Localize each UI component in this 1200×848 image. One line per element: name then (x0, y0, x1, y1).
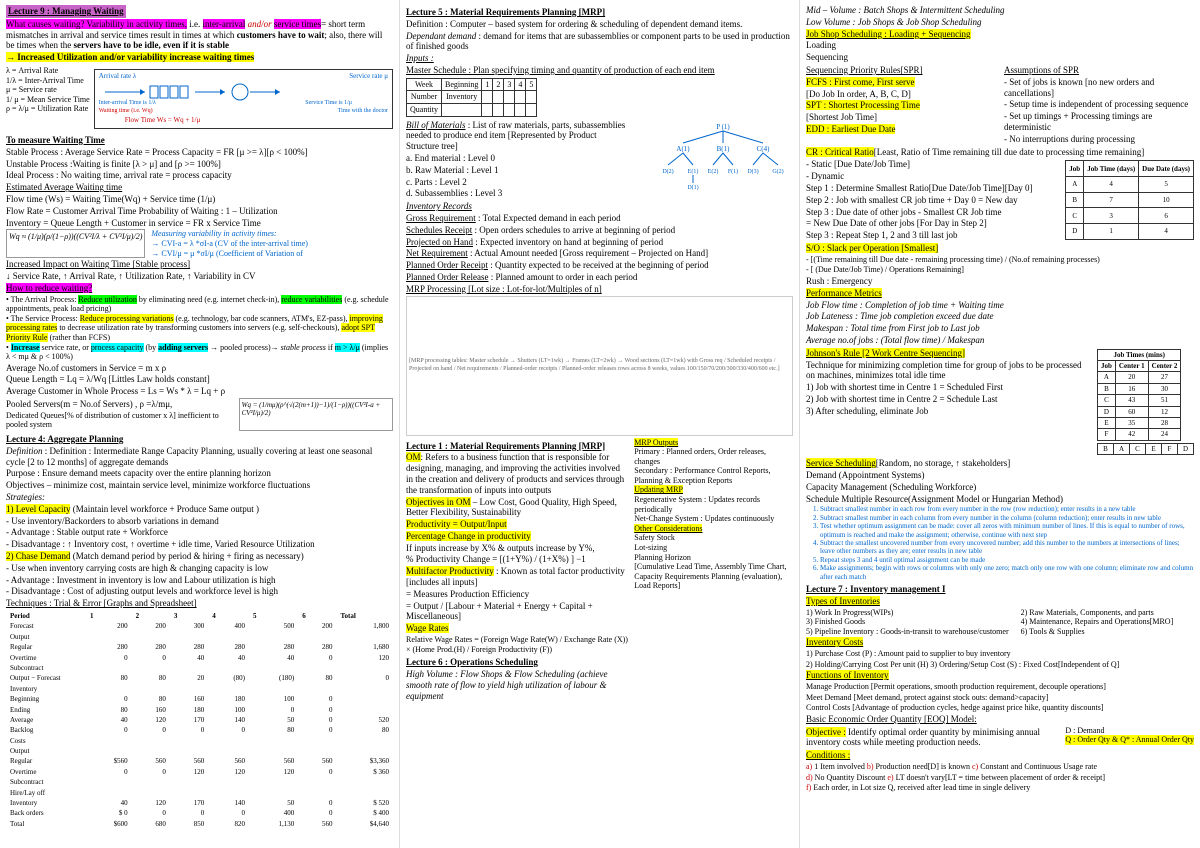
svg-text:D(3): D(3) (747, 168, 758, 175)
aggregate-table: Period123456TotalForecast200200300400500… (6, 611, 393, 829)
job-table: JobJob Time (days)Due Date (days)A45B710… (1065, 160, 1194, 240)
column-2: Lecture 5 : Material Requirements Planni… (400, 0, 800, 848)
svg-text:D(2): D(2) (662, 168, 673, 175)
master-schedule-table: WeekBeginning12345NumberInventoryQuantit… (406, 78, 537, 117)
column-3: Mid – Volume : Batch Shops & Intermitten… (800, 0, 1200, 848)
increased-util: → Increased Utilization and/or variabili… (6, 52, 254, 62)
causes-waiting: What causes waiting? Variability in acti… (6, 19, 187, 29)
svg-text:A(1): A(1) (676, 145, 690, 153)
lec4-title: Lecture 4: Aggregate Planning (6, 434, 393, 445)
job-times-table: Job Times (mins)JobCenter 1Center 2A2027… (1097, 349, 1181, 441)
mrp-processing-diagram: [MRP processing tables: Master schedule … (406, 296, 793, 436)
lec5-title: Lecture 5 : Material Requirements Planni… (406, 7, 793, 18)
svg-text:G(2): G(2) (772, 168, 783, 175)
column-1: Lecture 9 : Managing Waiting What causes… (0, 0, 400, 848)
svg-text:B(1): B(1) (717, 145, 731, 153)
bom-tree: P (1) A(1) B(1) C(4) D(2) E(1) E(2) F(1)… (653, 121, 793, 199)
queue-diagram: Arrival rate λ Service rate μ Inter-arri… (94, 69, 393, 129)
svg-text:E(1): E(1) (688, 168, 699, 175)
svg-text:D(1): D(1) (687, 184, 698, 191)
sequence-table: BACEFD (1097, 443, 1194, 455)
svg-text:P (1): P (1) (716, 123, 730, 131)
svg-text:C(4): C(4) (757, 145, 771, 153)
lec1-title: Lecture 1 : Material Requirements Planni… (406, 441, 628, 452)
svg-text:E(2): E(2) (708, 168, 719, 175)
lec9-title: Lecture 9 : Managing Waiting (6, 5, 126, 18)
svg-text:F(1): F(1) (728, 168, 738, 175)
lec6-title: Lecture 6 : Operations Scheduling (406, 657, 628, 668)
wq-formula: Wq ≈ (1/μ)(ρ/(1−ρ))((CV²I/λ + CV²I/μ)/2) (6, 229, 145, 258)
lec7-title: Lecture 7 : Inventory management I (806, 584, 1194, 595)
measure-waiting-title: To measure Waiting Time (6, 135, 393, 146)
